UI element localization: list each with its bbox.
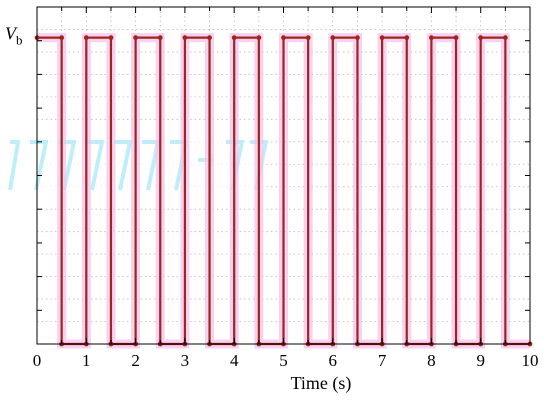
data-point [379, 35, 385, 41]
data-point [59, 35, 65, 41]
data-point [83, 35, 89, 41]
data-point [207, 35, 212, 41]
x-tick-label: 7 [378, 351, 387, 370]
x-tick-label: 0 [33, 351, 42, 370]
x-tick-label: 8 [427, 351, 436, 370]
data-point [355, 35, 360, 41]
y-level-label: Vb [5, 24, 23, 48]
series-line [37, 36, 530, 346]
data-point [404, 35, 410, 41]
data-point [305, 35, 311, 41]
data-point [281, 35, 286, 41]
data-point [157, 35, 163, 41]
x-tick-label: 1 [82, 351, 91, 370]
x-tick-label: 6 [329, 351, 338, 370]
x-axis-title: Time (s) [291, 373, 352, 394]
x-tick-label: 4 [230, 351, 239, 370]
data-point [453, 35, 459, 41]
x-tick-label: 2 [131, 351, 140, 370]
data-point [256, 35, 262, 41]
series-line-path [37, 36, 530, 346]
data-point [502, 35, 508, 41]
x-tick-labels: 0 1 2 3 4 5 6 7 8 9 10 [33, 351, 539, 370]
x-tick-label: 5 [279, 351, 288, 370]
data-point [478, 35, 484, 41]
x-tick-label: 9 [476, 351, 485, 370]
data-point [330, 35, 336, 41]
data-point [231, 35, 237, 41]
y-level-label-subscript: b [16, 33, 23, 48]
axis-ticks [36, 7, 531, 344]
data-point [108, 35, 114, 41]
x-tick-label: 3 [181, 351, 190, 370]
data-point [133, 35, 139, 41]
data-point [429, 35, 434, 41]
x-tick-label: 10 [522, 351, 539, 370]
y-level-label-main: V [5, 24, 18, 44]
data-point [182, 35, 188, 41]
